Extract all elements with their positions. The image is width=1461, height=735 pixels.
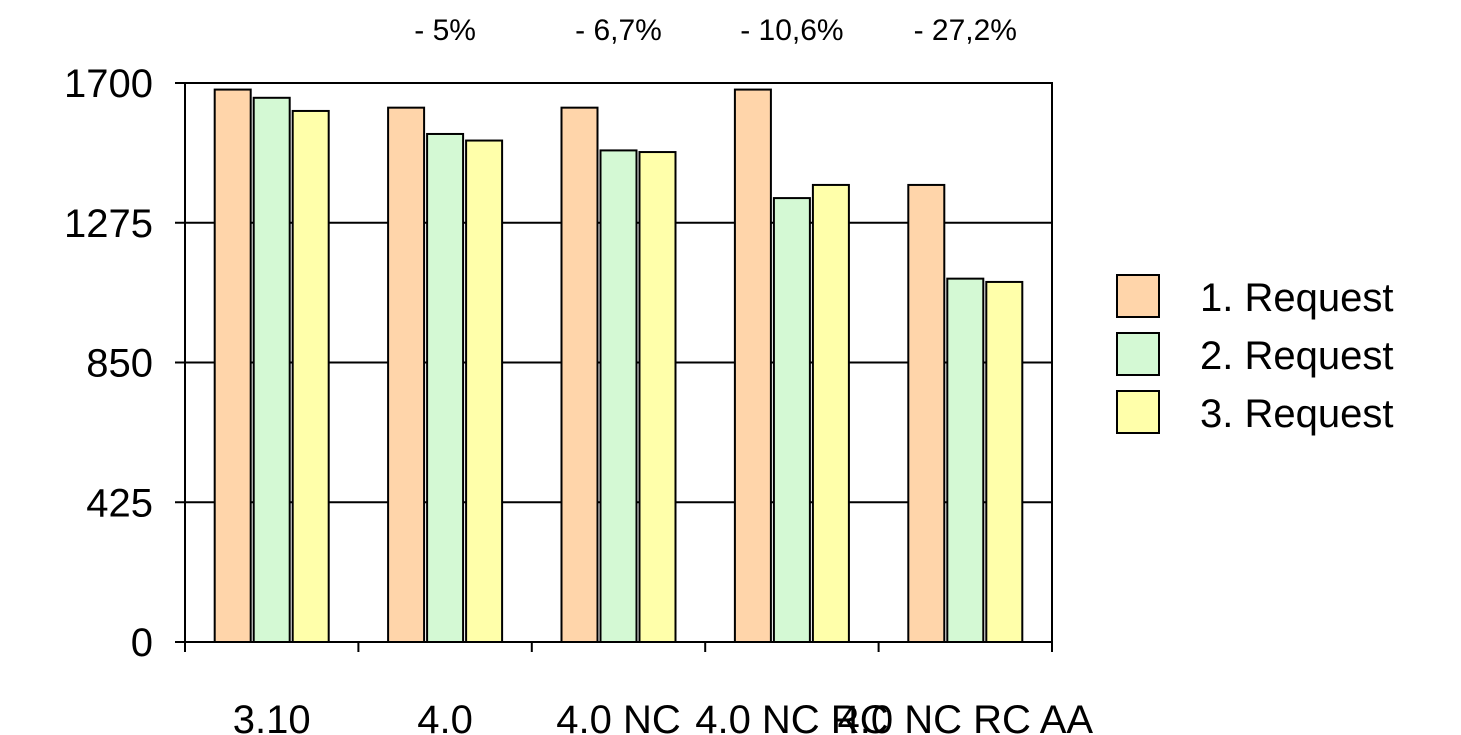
bar	[599, 149, 638, 644]
y-tick-label: 850	[86, 342, 153, 386]
bar	[907, 183, 946, 643]
bar	[811, 183, 850, 643]
bars	[213, 88, 1024, 644]
legend-swatch	[1116, 390, 1160, 434]
bar	[426, 132, 465, 643]
legend-swatch	[1116, 274, 1160, 318]
percentage-annotations: - 5% - 6,7% - 10,6% - 27,2%	[414, 14, 1017, 47]
bar	[733, 88, 772, 643]
legend-label: 1. Request	[1200, 276, 1393, 320]
bar	[213, 88, 252, 643]
bar	[638, 151, 677, 643]
y-tick-label: 1275	[64, 202, 153, 246]
legend: 1. Request 2. Request 3. Request	[1116, 274, 1393, 436]
bar	[946, 277, 985, 643]
bar	[291, 109, 330, 643]
percentage-annotation: - 10,6%	[740, 14, 843, 47]
bar	[252, 96, 291, 643]
bar	[772, 197, 811, 644]
legend-label: 2. Request	[1200, 334, 1393, 378]
x-category-label: 4.0 NC RC AA	[837, 698, 1093, 735]
x-category-label: 3.10	[233, 698, 311, 735]
bar	[465, 139, 504, 643]
x-category-label: 4.0 NC RC	[695, 698, 888, 735]
x-category-label: 4.0	[417, 698, 473, 735]
y-tick-label: 425	[86, 481, 153, 525]
percentage-annotation: - 6,7%	[575, 14, 662, 47]
legend-swatch	[1116, 332, 1160, 376]
percentage-annotation: - 5%	[414, 14, 476, 47]
y-tick-label: 1700	[64, 62, 153, 106]
bar	[387, 106, 426, 644]
x-category-labels: 3.10 4.0 4.0 NC 4.0 NC RC4.0 NC RC AA	[233, 698, 1094, 735]
axes	[175, 82, 1053, 652]
bar	[560, 106, 599, 644]
percentage-annotation: - 27,2%	[914, 14, 1017, 47]
legend-label: 3. Request	[1200, 392, 1393, 436]
y-tick-label: 0	[131, 621, 153, 665]
bar	[985, 280, 1024, 643]
y-tick-labels: 0 425 850 1275 1700	[64, 62, 153, 665]
x-category-label: 4.0 NC	[556, 698, 681, 735]
